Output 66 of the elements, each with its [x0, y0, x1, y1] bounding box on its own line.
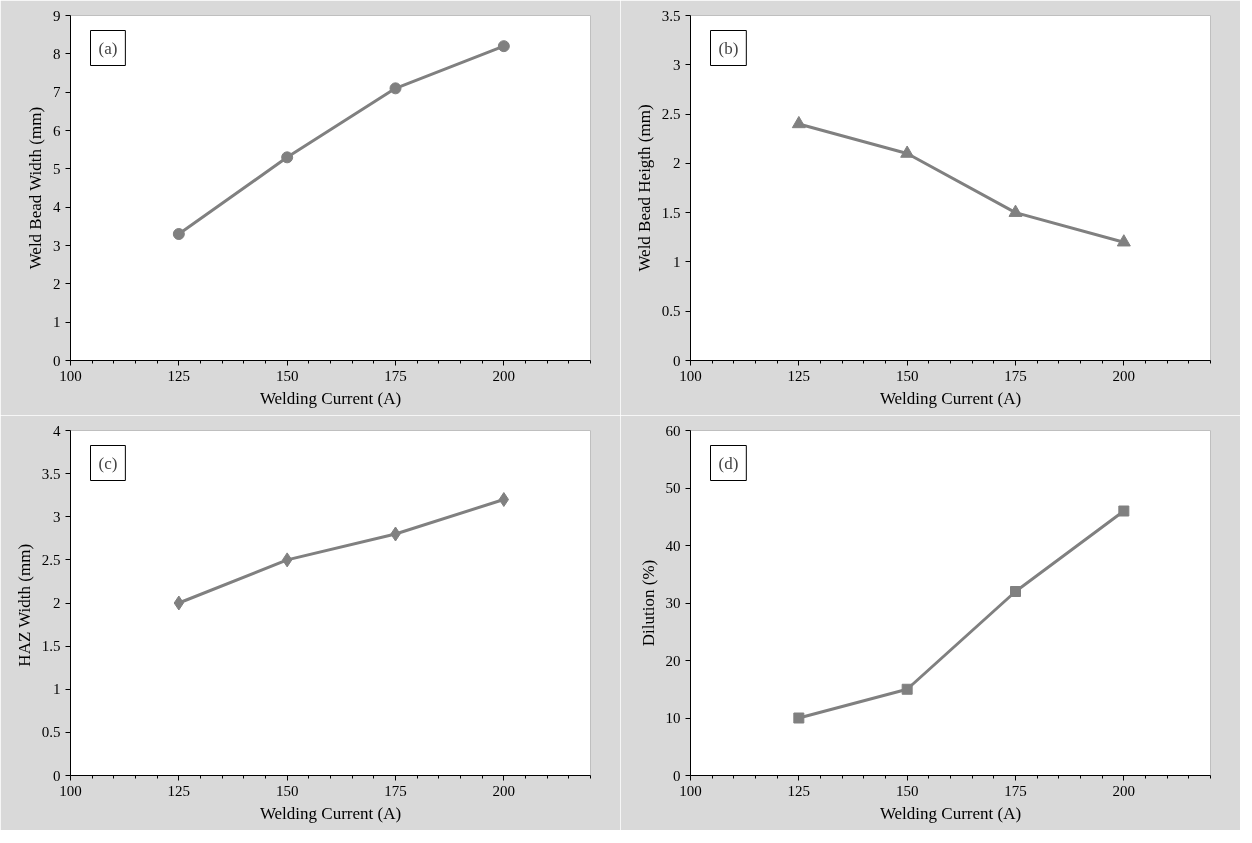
- y-tick-label: 0: [673, 352, 681, 369]
- x-tick-label: 150: [275, 782, 299, 799]
- y-tick-label: 8: [53, 45, 61, 62]
- x-tick-label: 100: [59, 367, 82, 384]
- y-tick-label: 0.5: [661, 303, 681, 320]
- y-tick-label: 0: [53, 352, 61, 369]
- y-tick-label: 1: [673, 253, 681, 270]
- y-tick-label: 3.5: [41, 465, 61, 482]
- x-tick-label: 175: [384, 367, 407, 384]
- y-tick-label: 1.5: [41, 638, 61, 655]
- y-tick-label: 60: [665, 422, 681, 439]
- y-tick-label: 1: [53, 681, 61, 698]
- annotation: (d): [718, 453, 739, 473]
- y-tick-label: 2: [673, 155, 681, 172]
- y-tick-label: 1.5: [661, 204, 681, 221]
- y-tick-label: 40: [665, 537, 681, 554]
- y-tick-label: 5: [53, 160, 61, 177]
- y-tick-label: 2: [53, 595, 61, 611]
- y-tick-label: 3.5: [661, 7, 681, 24]
- y-tick-label: 7: [53, 84, 61, 101]
- x-tick-label: 175: [384, 782, 407, 799]
- y-axis-title: Weld Bead Width (mm): [26, 106, 45, 270]
- annotation: (b): [718, 38, 739, 58]
- y-tick-label: 50: [665, 480, 681, 496]
- x-tick-label: 175: [1004, 782, 1027, 799]
- x-tick-label: 125: [167, 367, 191, 384]
- x-tick-label: 150: [895, 367, 919, 384]
- x-tick-label: 125: [167, 782, 191, 799]
- y-tick-label: 0.5: [41, 724, 61, 741]
- y-axis-title: Dilution (%): [638, 559, 658, 647]
- x-tick-label: 100: [679, 367, 702, 384]
- x-axis-title: Welding Current (A): [259, 388, 402, 408]
- y-tick-label: 10: [665, 710, 681, 726]
- y-tick-label: 0: [673, 767, 681, 784]
- x-tick-label: 200: [1112, 367, 1136, 384]
- x-tick-label: 125: [787, 367, 811, 384]
- y-tick-label: 3: [53, 508, 61, 525]
- x-axis-title: Welding Current (A): [259, 803, 402, 823]
- annotation: (c): [98, 453, 118, 473]
- y-tick-label: 0: [53, 767, 61, 784]
- x-tick-label: 200: [492, 367, 516, 384]
- y-axis-title: HAZ Width (mm): [14, 543, 34, 667]
- x-axis-title: Welding Current (A): [879, 388, 1022, 408]
- x-tick-label: 100: [59, 782, 82, 799]
- y-tick-label: 2.5: [41, 551, 61, 568]
- y-tick-label: 4: [53, 199, 61, 216]
- x-tick-label: 200: [1112, 782, 1136, 799]
- y-axis-title: Weld Bead Heigth (mm): [634, 104, 654, 272]
- y-tick-label: 6: [53, 122, 61, 139]
- annotation: (a): [98, 38, 118, 58]
- x-tick-label: 175: [1004, 367, 1027, 384]
- x-tick-label: 150: [275, 367, 299, 384]
- y-tick-label: 30: [665, 595, 681, 611]
- y-tick-label: 3: [53, 237, 61, 254]
- y-tick-label: 1: [53, 314, 61, 331]
- y-tick-label: 3: [673, 56, 681, 73]
- x-tick-label: 100: [679, 782, 702, 799]
- y-tick-label: 2: [53, 275, 61, 292]
- x-tick-label: 200: [492, 782, 516, 799]
- y-tick-label: 2.5: [661, 106, 681, 123]
- y-tick-label: 4: [53, 422, 61, 439]
- y-tick-label: 20: [665, 652, 681, 669]
- y-tick-label: 9: [53, 7, 61, 24]
- x-axis-title: Welding Current (A): [879, 803, 1022, 823]
- x-tick-label: 150: [895, 782, 919, 799]
- x-tick-label: 125: [787, 782, 811, 799]
